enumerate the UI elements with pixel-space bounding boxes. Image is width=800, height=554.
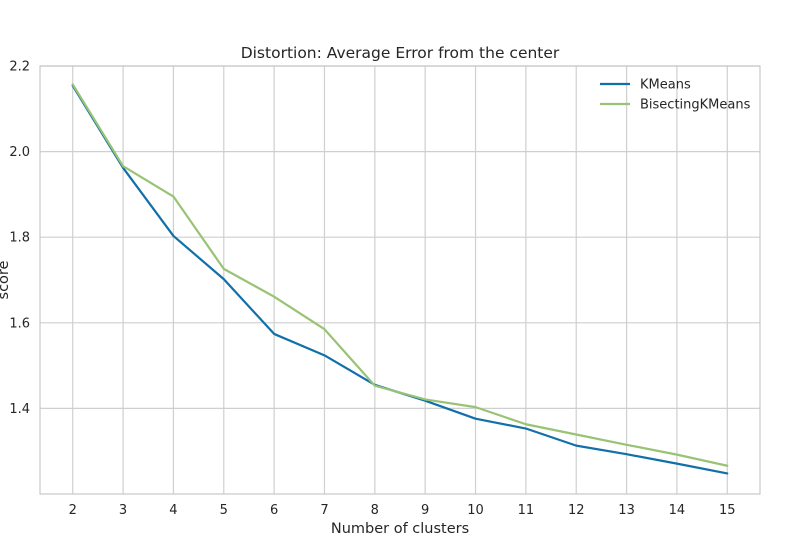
x-tick-label: 6 <box>270 503 278 518</box>
x-tick-label: 7 <box>320 503 328 518</box>
grid <box>40 65 760 494</box>
y-axis-ticks: 1.4 1.6 1.8 2.0 2.2 <box>9 60 30 417</box>
x-tick-label: 11 <box>518 503 535 518</box>
x-tick-label: 9 <box>421 503 429 518</box>
legend-label: KMeans <box>640 78 691 93</box>
x-tick-label: 8 <box>371 503 379 518</box>
x-tick-label: 12 <box>568 503 585 518</box>
series-layer <box>71 83 729 475</box>
x-axis-label: Number of clusters <box>331 521 469 537</box>
legend-label: BisectingKMeans <box>640 98 751 113</box>
x-tick-label: 3 <box>119 503 127 518</box>
chart-title: Distortion: Average Error from the cente… <box>241 44 560 62</box>
x-tick-label: 14 <box>669 503 686 518</box>
plot-frame <box>39 65 761 495</box>
y-tick-label: 1.4 <box>9 402 30 417</box>
y-tick-label: 2.2 <box>9 60 30 75</box>
x-tick-label: 15 <box>719 503 736 518</box>
series-line-bisectingkmeans <box>71 83 729 467</box>
y-tick-label: 2.0 <box>9 145 30 160</box>
y-tick-label: 1.6 <box>9 316 30 331</box>
legend: KMeans BisectingKMeans <box>600 78 751 113</box>
x-tick-label: 13 <box>618 503 635 518</box>
x-tick-label: 10 <box>467 503 484 518</box>
x-tick-label: 2 <box>69 503 77 518</box>
x-tick-label: 4 <box>169 503 177 518</box>
x-axis-ticks: 2 3 4 5 6 7 8 9 10 11 12 13 14 15 <box>69 503 736 518</box>
series-line-kmeans <box>71 84 729 475</box>
x-tick-label: 5 <box>220 503 228 518</box>
y-axis-label: score <box>0 260 12 299</box>
y-tick-label: 1.8 <box>9 231 30 246</box>
